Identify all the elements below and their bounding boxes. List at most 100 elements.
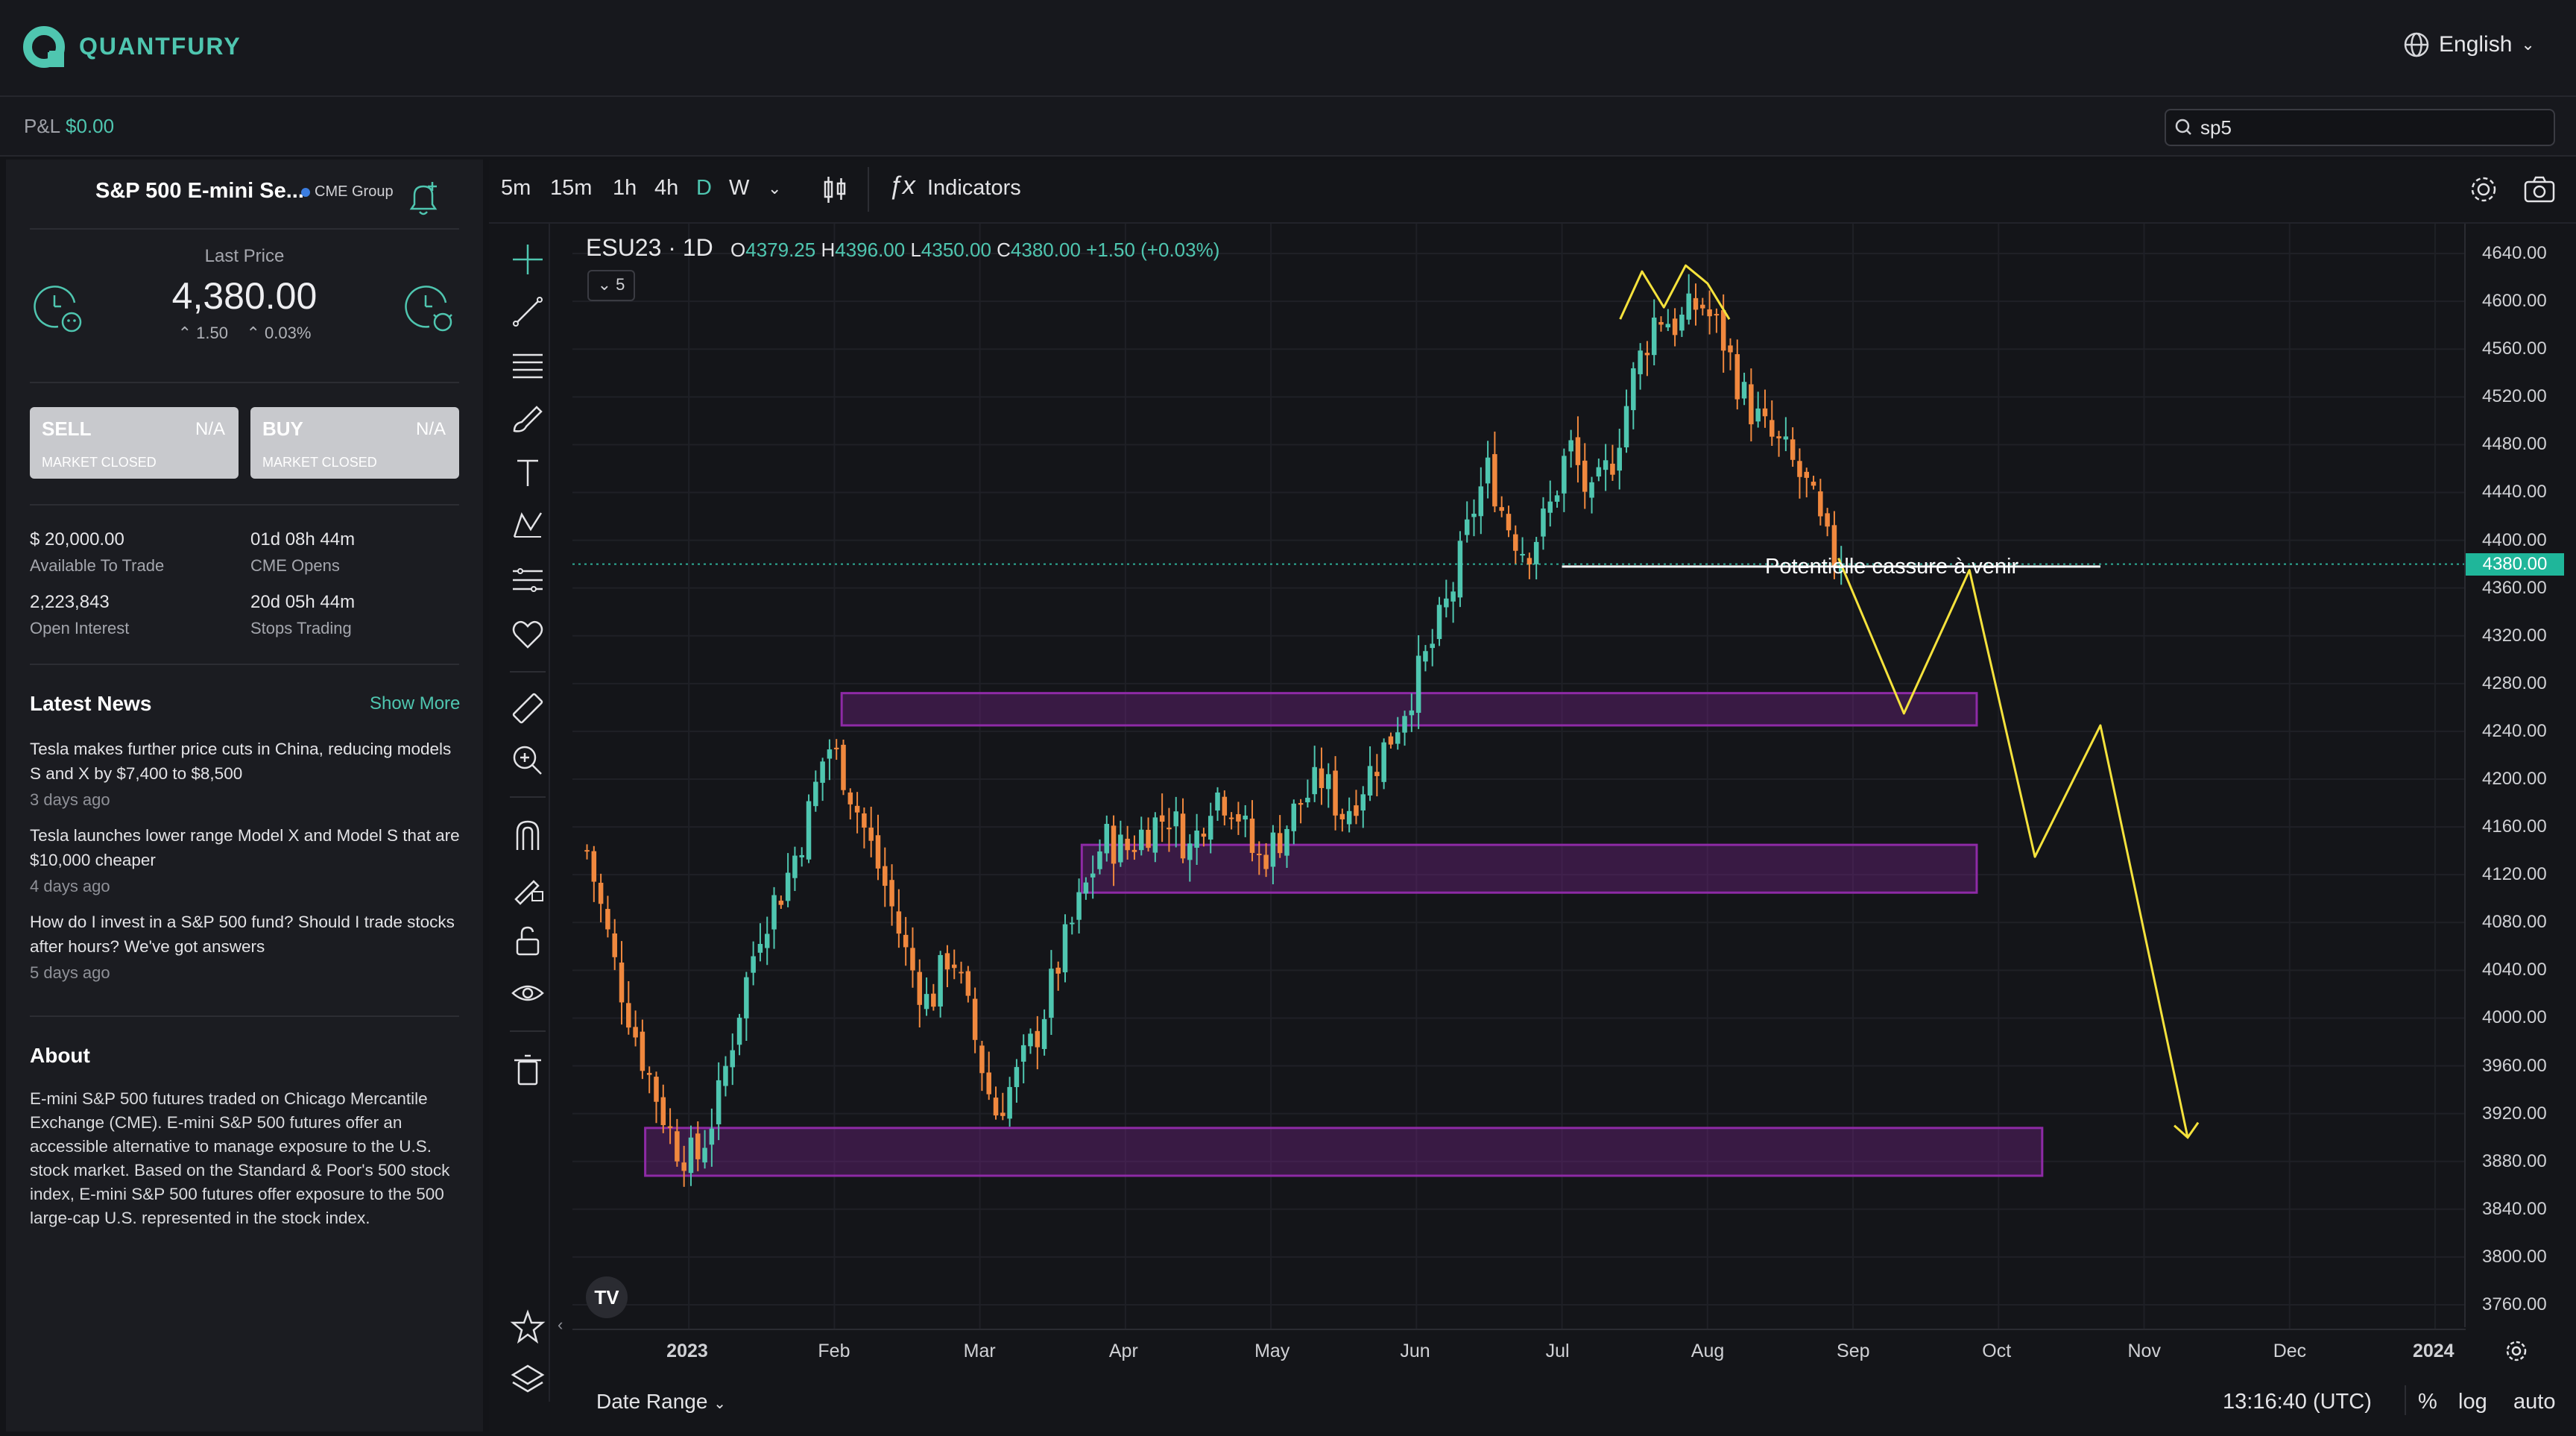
instrument-panel bbox=[6, 160, 483, 1432]
function-icon[interactable]: ƒx bbox=[888, 171, 915, 200]
date-range-label: Date Range bbox=[596, 1390, 708, 1413]
star-icon[interactable] bbox=[510, 1309, 546, 1345]
time-axis[interactable] bbox=[572, 1329, 2466, 1367]
bull-clock-icon[interactable] bbox=[402, 282, 458, 337]
candle-body bbox=[764, 933, 770, 948]
toolbar-divider bbox=[868, 167, 869, 212]
tradingview-logo-icon[interactable]: TV bbox=[586, 1276, 628, 1318]
candle-body bbox=[965, 971, 971, 996]
trash-icon[interactable] bbox=[510, 1051, 546, 1087]
search-input[interactable] bbox=[2199, 115, 2530, 140]
bear-clock-icon[interactable] bbox=[31, 282, 86, 337]
timeframe-d[interactable]: D bbox=[696, 176, 712, 200]
search-box[interactable] bbox=[2165, 109, 2555, 146]
price-tick-label: 4480.00 bbox=[2482, 434, 2547, 455]
price-tick-label: 4160.00 bbox=[2482, 816, 2547, 837]
sell-status: MARKET CLOSED bbox=[42, 455, 157, 470]
legend-collapse-button[interactable]: ⌄ 5 bbox=[587, 270, 635, 301]
timeframe-4h[interactable]: 4h bbox=[654, 176, 679, 200]
timeframe-w[interactable]: W bbox=[729, 176, 750, 200]
about-title: About bbox=[30, 1044, 90, 1067]
chart-symbol: ESU23 · 1D bbox=[586, 234, 713, 261]
brush-icon[interactable] bbox=[510, 401, 546, 437]
buy-button[interactable]: BUY N/A MARKET CLOSED bbox=[250, 407, 459, 479]
candle-body bbox=[1395, 732, 1401, 744]
candle-body bbox=[1249, 818, 1255, 853]
price-axis[interactable] bbox=[2464, 224, 2576, 1327]
arrow-head-icon bbox=[2174, 1121, 2200, 1139]
percent-toggle[interactable]: % bbox=[2418, 1390, 2437, 1414]
cme-opens-value: 01d 08h 44m bbox=[250, 529, 356, 549]
timeframe-5m[interactable]: 5m bbox=[501, 176, 531, 200]
high-value: 4396.00 bbox=[835, 239, 906, 261]
axis-settings-gear-icon[interactable] bbox=[2503, 1338, 2530, 1364]
ruler-icon[interactable] bbox=[510, 690, 546, 726]
candle-body bbox=[889, 880, 894, 907]
buy-status: MARKET CLOSED bbox=[262, 455, 377, 470]
candle-body bbox=[1533, 541, 1539, 564]
gear-icon[interactable] bbox=[2467, 173, 2500, 206]
candle-body bbox=[1665, 324, 1671, 328]
candle-body bbox=[1513, 534, 1518, 551]
camera-icon[interactable] bbox=[2522, 173, 2557, 206]
price-tick-label: 4280.00 bbox=[2482, 673, 2547, 693]
price-tick-label: 3760.00 bbox=[2482, 1294, 2547, 1314]
buy-value: N/A bbox=[415, 419, 446, 439]
pattern-icon[interactable] bbox=[510, 507, 546, 543]
indicators-button[interactable]: Indicators bbox=[927, 176, 1021, 200]
timeframe-15m[interactable]: 15m bbox=[550, 176, 593, 200]
toolbar-divider bbox=[510, 796, 546, 798]
candles-icon[interactable] bbox=[818, 173, 851, 206]
quantfury-logo-icon[interactable] bbox=[22, 25, 69, 72]
utc-clock[interactable]: 13:16:40 (UTC) bbox=[2223, 1390, 2372, 1414]
eye-icon[interactable] bbox=[510, 975, 546, 1011]
collapse-toolbar-chevron-icon[interactable]: ‹ bbox=[558, 1315, 564, 1334]
news-item-headline[interactable]: How do I invest in a S&P 500 fund? Shoul… bbox=[30, 913, 455, 956]
candle-body bbox=[681, 1162, 686, 1171]
date-range-button[interactable]: Date Range ⌄ bbox=[596, 1390, 726, 1414]
news-item-headline[interactable]: Tesla launches lower range Model X and M… bbox=[30, 826, 460, 869]
candle-body bbox=[1797, 461, 1802, 477]
layers-icon[interactable] bbox=[510, 1361, 546, 1397]
open-interest-label: Open Interest bbox=[30, 619, 130, 637]
heart-icon[interactable] bbox=[510, 616, 546, 652]
divider bbox=[30, 1015, 459, 1017]
candle-body bbox=[1173, 811, 1178, 827]
trend-line-icon[interactable] bbox=[510, 294, 546, 330]
candle-body bbox=[1125, 838, 1130, 851]
chart-panel bbox=[489, 160, 2576, 1432]
text-tool-icon[interactable] bbox=[510, 455, 546, 491]
prediction-icon[interactable] bbox=[510, 562, 546, 598]
price-chart[interactable] bbox=[572, 224, 2464, 1329]
candle-body bbox=[862, 813, 867, 828]
candle-body bbox=[1464, 519, 1470, 535]
candle-body bbox=[1499, 507, 1504, 511]
candle-body bbox=[1707, 309, 1712, 317]
show-more-link[interactable]: Show More bbox=[370, 693, 461, 714]
horizontal-lines-icon[interactable] bbox=[510, 347, 546, 383]
sell-button[interactable]: SELL N/A MARKET CLOSED bbox=[30, 407, 239, 479]
crosshair-icon[interactable] bbox=[510, 242, 546, 277]
time-tick-label: Aug bbox=[1690, 1341, 1725, 1361]
candles-layer bbox=[584, 274, 1844, 1187]
annotation-text[interactable]: Potentielle cassure à venir bbox=[1765, 555, 2019, 579]
time-tick-label: Oct bbox=[1982, 1341, 2012, 1361]
timeframe-more-chevron-icon[interactable]: ⌄ bbox=[768, 179, 782, 198]
candle-body bbox=[868, 828, 874, 841]
candle-body bbox=[1596, 467, 1602, 477]
lock-drawing-icon[interactable] bbox=[510, 869, 546, 905]
magnet-icon[interactable] bbox=[510, 817, 546, 853]
brand-name[interactable]: QUANTFURY bbox=[79, 33, 242, 60]
candle-body bbox=[931, 993, 936, 1007]
unlock-icon[interactable] bbox=[510, 923, 546, 959]
log-toggle[interactable]: log bbox=[2458, 1390, 2487, 1414]
candle-body bbox=[730, 1050, 736, 1068]
language-selector[interactable]: English ⌄ bbox=[2403, 31, 2535, 58]
zoom-in-icon[interactable] bbox=[510, 743, 546, 778]
news-item-headline[interactable]: Tesla makes further price cuts in China,… bbox=[30, 740, 452, 783]
price-tick-label: 3880.00 bbox=[2482, 1150, 2547, 1171]
auto-toggle[interactable]: auto bbox=[2513, 1390, 2556, 1414]
candle-body bbox=[951, 964, 957, 969]
timeframe-1h[interactable]: 1h bbox=[613, 176, 637, 200]
bell-plus-icon[interactable] bbox=[402, 177, 444, 219]
